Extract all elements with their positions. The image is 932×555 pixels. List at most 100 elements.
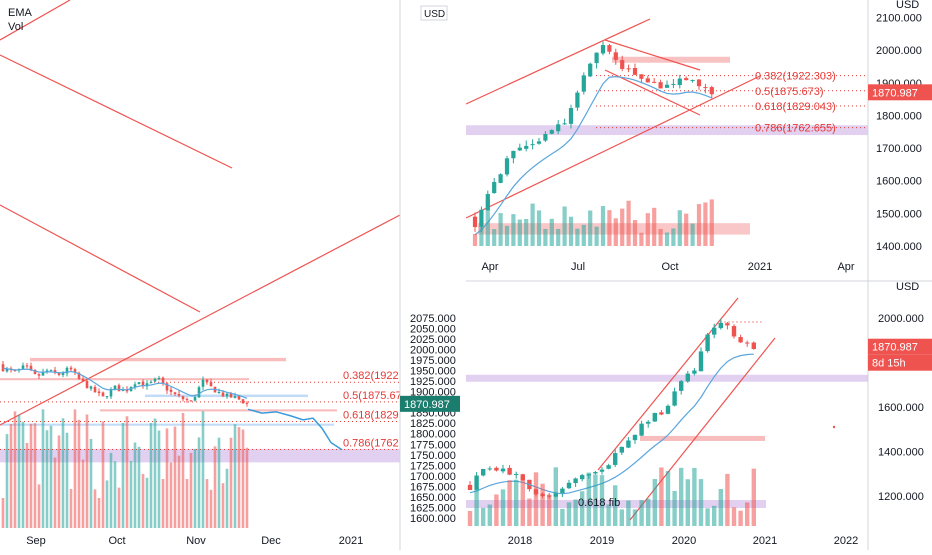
fib-label: 0.5(1875.673)	[755, 86, 824, 98]
bottom-volume-bar	[705, 508, 710, 526]
top-candle	[639, 74, 644, 79]
left-price-tick: 2000.000	[410, 344, 456, 356]
left-volume-bar	[209, 489, 213, 528]
left-volume-bar	[13, 411, 17, 528]
bottom-candle	[712, 327, 717, 335]
left-volume-bar	[205, 479, 209, 528]
top-volume-bar	[620, 208, 625, 246]
left-volume-bar	[73, 409, 77, 528]
left-volume-bar	[121, 422, 125, 528]
bottom-volume-bar	[738, 510, 743, 526]
left-volume-bar	[37, 484, 41, 528]
left-volume-bar	[245, 447, 249, 528]
left-plot-area[interactable]: 0.382(1922 0.5(1875.67 0.618(1829 0.786(176…	[0, 0, 402, 528]
left-last-price-bg	[400, 395, 460, 412]
bottom-price-tick: 1600.000	[878, 402, 924, 414]
top-candle	[543, 133, 548, 141]
top-volume-bar	[607, 210, 612, 246]
bottom-volume-bar	[626, 500, 631, 526]
top-last-price-bg	[868, 84, 932, 101]
bottom-volume-bar	[573, 499, 578, 526]
bottom-volume-bar	[725, 473, 730, 526]
top-volume-bar	[524, 218, 529, 246]
top-candle	[684, 78, 689, 81]
bottom-right-panel[interactable]: 0.618 fib1200.0001400.0001600.0001800.00…	[466, 280, 932, 547]
top-right-panel[interactable]: 0.382(1922.303) 0.5(1875.673) 0.618(1829.0…	[466, 0, 932, 550]
top-candle	[671, 83, 676, 85]
bottom-volume-bar	[646, 498, 651, 526]
bottom-volume-bar	[652, 478, 657, 526]
left-volume-bar	[9, 423, 13, 528]
left-candle	[41, 371, 45, 376]
left-volume-bar	[221, 483, 225, 528]
top-candle	[664, 84, 670, 88]
bottom-volume-bar	[560, 508, 565, 526]
bottom-volume-bar	[547, 494, 552, 526]
bottom-candle	[751, 342, 756, 349]
top-volume-bar	[696, 204, 702, 246]
left-volume-bar	[181, 412, 185, 528]
left-volume-bar	[193, 448, 197, 528]
left-last-price: 1870.987	[404, 399, 450, 411]
left-volume-bar	[165, 428, 169, 528]
top-candle	[696, 79, 702, 87]
left-time-tick: Dec	[261, 535, 281, 547]
legend-vol: Vol	[8, 21, 23, 33]
bottom-candle	[639, 423, 644, 436]
top-time-tick: Apr	[837, 261, 854, 273]
left-candle	[33, 370, 37, 374]
bottom-currency-label: USD	[896, 281, 919, 293]
top-price-tick: 1500.000	[876, 208, 922, 220]
left-candle	[201, 379, 205, 387]
fib-label: 0.618(1829.043)	[755, 101, 836, 113]
left-candle	[141, 381, 145, 386]
fib-annotation: 0.618 fib	[578, 497, 620, 509]
top-plot-area[interactable]: 0.382(1922.303) 0.5(1875.673) 0.618(1829.0…	[466, 18, 868, 246]
bottom-candle	[613, 453, 618, 465]
bottom-volume-bar	[580, 491, 585, 526]
left-candle	[149, 381, 153, 383]
top-candle	[626, 68, 631, 70]
bottom-candle	[626, 440, 631, 448]
left-volume-bar	[141, 473, 145, 528]
left-price-tick: 1650.000	[410, 492, 456, 504]
bottom-countdown: 8d 15h	[872, 358, 906, 370]
trendline-top-left	[0, 0, 71, 41]
top-volume-bar	[530, 203, 535, 246]
bottom-candle	[705, 334, 710, 352]
top-candle	[511, 150, 516, 159]
bottom-purple-zone	[466, 374, 868, 382]
bottom-volume-bar	[698, 479, 704, 526]
left-time-tick: Nov	[186, 535, 206, 547]
top-volume-bar	[479, 221, 484, 246]
top-price-tick: 1800.000	[876, 110, 922, 122]
top-channel-lower	[466, 75, 761, 219]
bottom-marker-dot	[832, 425, 836, 429]
left-price-tick: 1900.000	[410, 387, 456, 399]
left-daily-panel[interactable]: 0.382(1922 0.5(1875.67 0.618(1829 0.786(176…	[0, 0, 460, 550]
left-volume-bar	[97, 497, 101, 528]
left-time-tick: Sep	[26, 535, 46, 547]
left-candle	[237, 395, 241, 400]
left-volume-bar	[149, 422, 153, 528]
top-candle	[536, 141, 542, 144]
bottom-plot-area[interactable]: 0.618 fib	[466, 297, 868, 526]
bottom-volume-bar	[553, 467, 558, 526]
bottom-candle	[520, 474, 525, 481]
top-candle	[594, 52, 599, 64]
top-volume-bar	[703, 202, 708, 246]
fib-label: 0.786(1762.655)	[755, 123, 836, 135]
top-candle	[703, 87, 708, 89]
bottom-candle	[685, 373, 690, 382]
left-candle	[221, 392, 225, 397]
trendline-upper-channel	[0, 54, 233, 169]
left-candle	[125, 389, 129, 392]
top-volume-bar	[543, 228, 548, 246]
left-candle	[37, 374, 41, 376]
left-candle	[57, 373, 61, 375]
top-flag-upper	[604, 39, 701, 71]
left-volume-bar	[49, 425, 53, 528]
bottom-volume-bar	[599, 475, 605, 526]
top-candle	[588, 63, 593, 77]
